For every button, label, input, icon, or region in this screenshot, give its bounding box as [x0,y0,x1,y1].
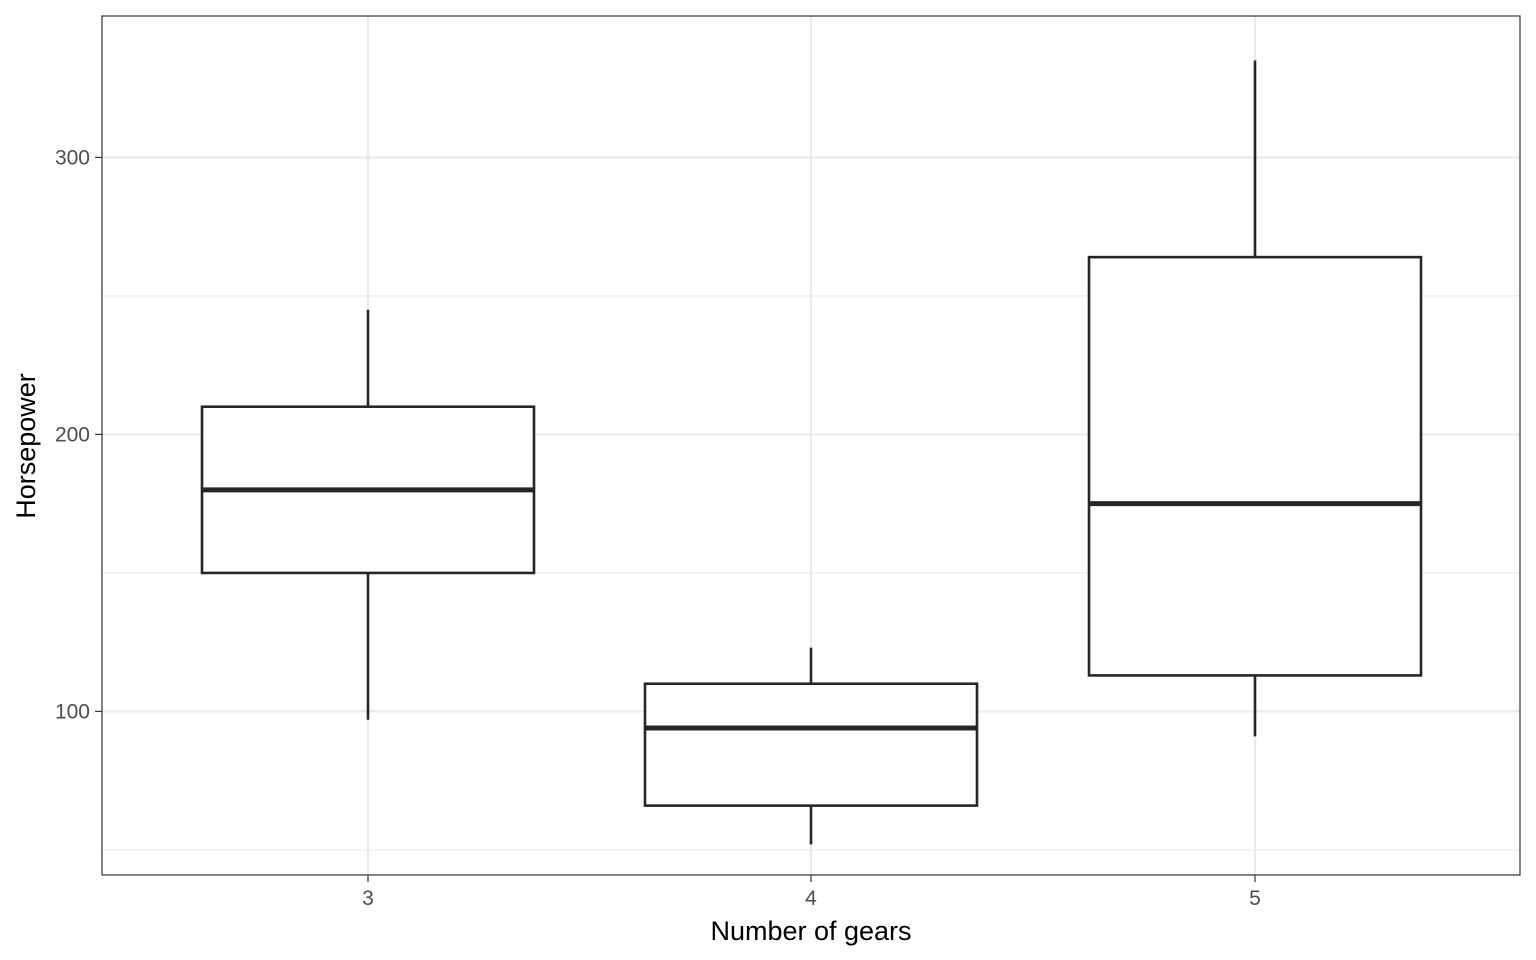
box-iqr [1087,255,1423,677]
y-tick-label: 100 [55,700,90,723]
box-5 [1087,60,1423,737]
tick-layer: 100 200 300 3 4 5 [55,146,1261,910]
x-tick-label: 5 [1249,887,1261,910]
box-4 [643,647,979,845]
box-iqr [643,682,979,807]
y-tick-label: 200 [55,423,90,446]
box-3 [200,309,536,720]
box-layer [200,60,1423,845]
x-tick-label: 3 [362,887,374,910]
y-tick-label: 300 [55,146,90,169]
x-tick-label: 4 [805,887,817,910]
y-axis-title: Horsepower [11,373,41,519]
x-axis-title: Number of gears [710,916,911,946]
